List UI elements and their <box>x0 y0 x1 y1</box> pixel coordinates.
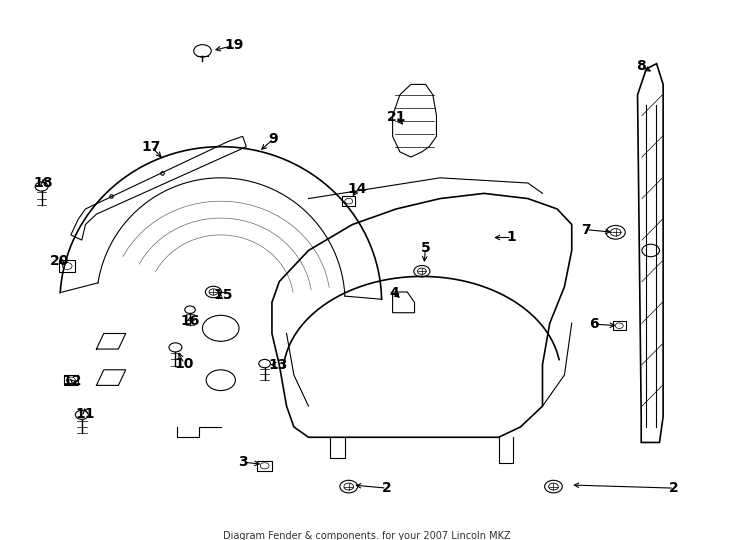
Text: 8: 8 <box>636 59 646 73</box>
Text: 4: 4 <box>389 286 399 300</box>
Text: 21: 21 <box>387 110 406 124</box>
Text: 7: 7 <box>581 222 591 237</box>
Text: 14: 14 <box>348 182 367 196</box>
Text: 12: 12 <box>62 374 82 388</box>
Text: 2: 2 <box>669 481 679 495</box>
Text: 3: 3 <box>238 455 247 469</box>
Text: Diagram Fender & components. for your 2007 Lincoln MKZ: Diagram Fender & components. for your 20… <box>223 531 511 540</box>
Text: 11: 11 <box>76 407 95 421</box>
Text: 6: 6 <box>589 317 598 331</box>
Text: 20: 20 <box>50 254 70 268</box>
Text: 19: 19 <box>224 38 244 52</box>
Text: 15: 15 <box>213 288 233 301</box>
Text: 17: 17 <box>142 140 161 154</box>
Text: 18: 18 <box>33 176 53 190</box>
Text: 1: 1 <box>507 231 517 245</box>
Text: 10: 10 <box>175 356 194 370</box>
Text: 2: 2 <box>382 481 392 495</box>
Text: 5: 5 <box>421 241 430 255</box>
Text: 13: 13 <box>268 357 288 372</box>
Text: 9: 9 <box>269 132 278 146</box>
Text: 16: 16 <box>181 314 200 328</box>
